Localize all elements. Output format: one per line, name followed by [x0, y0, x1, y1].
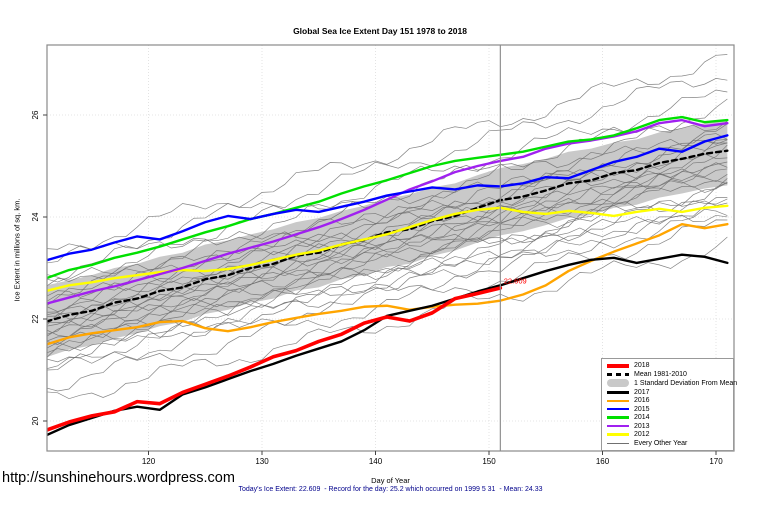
legend-swatch-band	[607, 379, 629, 388]
legend-swatch-line	[607, 442, 629, 444]
x-tick-label: 130	[255, 457, 269, 466]
legend-label: 2013	[634, 422, 650, 430]
legend-label: Every Other Year	[634, 439, 688, 447]
legend-item-1-standard-deviation-from-mean: 1 Standard Deviation From Mean	[607, 379, 737, 388]
legend-item-2016: 2016	[607, 397, 728, 404]
legend-item-2015: 2015	[607, 406, 728, 413]
series-2014	[47, 115, 729, 280]
plot-frame	[46, 44, 735, 452]
x-tick-label: 150	[482, 457, 496, 466]
x-tick-label: 160	[596, 457, 610, 466]
other-year-line	[47, 179, 728, 335]
other-year-line	[47, 123, 728, 298]
legend-swatch-line	[607, 433, 629, 436]
other-year-line	[47, 214, 728, 371]
legend-box: 2018 Mean 1981-2010 1 Standard Deviation F…	[601, 358, 737, 451]
legend-swatch-line	[607, 416, 629, 419]
legend-label: 2018	[634, 362, 650, 370]
legend-item-every-other-year: Every Other Year	[607, 440, 728, 447]
legend-item-2012: 2012	[607, 431, 728, 438]
legend-swatch-line	[607, 424, 629, 428]
other-year-line	[47, 197, 728, 364]
other-year-line	[47, 182, 728, 338]
legend-item-2017: 2017	[607, 389, 728, 396]
legend-label: 1 Standard Deviation From Mean	[634, 379, 738, 387]
other-year-line	[47, 208, 728, 369]
legend-item-mean-1981-2010: Mean 1981-2010	[607, 371, 728, 378]
legend-swatch-line	[607, 391, 629, 394]
std-dev-band	[47, 120, 728, 358]
legend-swatch-line	[607, 363, 629, 368]
series-mean-1981-2010	[47, 149, 729, 323]
x-tick-label: 140	[369, 457, 383, 466]
legend-swatch-line	[607, 407, 629, 411]
other-year-line	[47, 200, 728, 358]
y-tick-label: 24	[31, 212, 40, 221]
y-tick-label: 20	[31, 416, 40, 425]
legend-label: 2014	[634, 414, 650, 422]
legend-item-2014: 2014	[607, 414, 728, 421]
x-tick-label: 120	[142, 457, 156, 466]
legend-label: Mean 1981-2010	[634, 370, 687, 378]
axis-ticks	[43, 114, 717, 455]
series-2018	[47, 286, 503, 432]
other-year-line	[47, 219, 728, 392]
legend-label: 2015	[634, 405, 650, 413]
current-extent-annotation: 22.609	[504, 276, 527, 285]
series-2016	[47, 222, 729, 346]
legend-item-2018: 2018	[607, 362, 728, 369]
other-year-line	[47, 161, 728, 328]
other-year-line	[47, 54, 728, 250]
x-axis-label: Day of Year	[371, 476, 410, 485]
legend-item-2013: 2013	[607, 423, 728, 430]
legend-swatch-line	[607, 372, 629, 376]
y-axis-label: Ice Extent in millions of sq. km.	[12, 198, 22, 302]
y-tick-label: 22	[31, 314, 40, 323]
other-year-line	[47, 236, 728, 400]
legend-label: 2012	[634, 431, 650, 439]
chart-title: Global Sea Ice Extent Day 151 1978 to 20…	[293, 26, 467, 36]
series-2015	[47, 134, 729, 262]
legend-swatch-line	[607, 399, 629, 403]
stats-caption: Today's Ice Extent: 22.609 - Record for …	[238, 486, 543, 493]
y-tick-label: 26	[31, 110, 40, 119]
series-2012	[47, 204, 729, 293]
other-year-line	[47, 138, 728, 306]
other-year-line	[47, 142, 728, 324]
site-url-text: http://sunshinehours.wordpress.com	[2, 470, 235, 486]
legend-label: 2017	[634, 388, 650, 396]
legend-label: 2016	[634, 397, 650, 405]
x-tick-label: 170	[709, 457, 723, 466]
